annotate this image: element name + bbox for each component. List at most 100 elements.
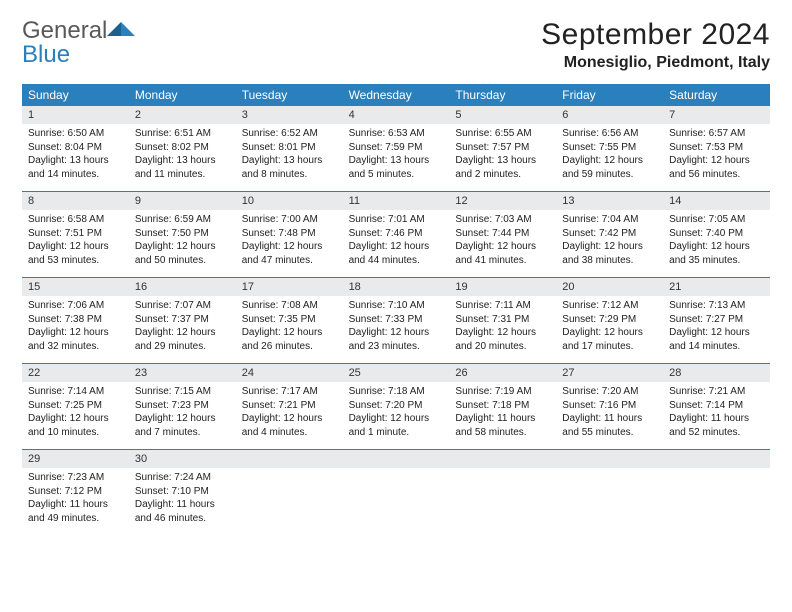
sunset-text: Sunset: 7:16 PM <box>562 399 657 413</box>
daylight-text: Daylight: 12 hours and 59 minutes. <box>562 154 657 181</box>
sunrise-text: Sunrise: 6:57 AM <box>669 127 764 141</box>
day-number: 17 <box>236 278 343 296</box>
daylight-text: Daylight: 12 hours and 44 minutes. <box>349 240 444 267</box>
daylight-text: Daylight: 12 hours and 35 minutes. <box>669 240 764 267</box>
day-body: Sunrise: 7:04 AMSunset: 7:42 PMDaylight:… <box>556 210 663 277</box>
sunrise-text: Sunrise: 7:03 AM <box>455 213 550 227</box>
dow-friday: Friday <box>556 84 663 106</box>
day-number: 22 <box>22 364 129 382</box>
calendar-day: 9Sunrise: 6:59 AMSunset: 7:50 PMDaylight… <box>129 192 236 277</box>
sunrise-text: Sunrise: 7:24 AM <box>135 471 230 485</box>
sunrise-text: Sunrise: 7:07 AM <box>135 299 230 313</box>
daylight-text: Daylight: 13 hours and 11 minutes. <box>135 154 230 181</box>
sunset-text: Sunset: 7:25 PM <box>28 399 123 413</box>
sunset-text: Sunset: 7:10 PM <box>135 485 230 499</box>
sunrise-text: Sunrise: 7:01 AM <box>349 213 444 227</box>
daylight-text: Daylight: 12 hours and 32 minutes. <box>28 326 123 353</box>
calendar: Sunday Monday Tuesday Wednesday Thursday… <box>22 84 770 535</box>
sunset-text: Sunset: 7:23 PM <box>135 399 230 413</box>
day-body: Sunrise: 7:23 AMSunset: 7:12 PMDaylight:… <box>22 468 129 535</box>
daylight-text: Daylight: 11 hours and 49 minutes. <box>28 498 123 525</box>
sunrise-text: Sunrise: 7:17 AM <box>242 385 337 399</box>
day-number: 1 <box>22 106 129 124</box>
daylight-text: Daylight: 13 hours and 8 minutes. <box>242 154 337 181</box>
weeks-container: 1Sunrise: 6:50 AMSunset: 8:04 PMDaylight… <box>22 106 770 535</box>
day-number: 25 <box>343 364 450 382</box>
calendar-day <box>343 450 450 535</box>
day-number: 7 <box>663 106 770 124</box>
calendar-day: 5Sunrise: 6:55 AMSunset: 7:57 PMDaylight… <box>449 106 556 191</box>
calendar-day: 20Sunrise: 7:12 AMSunset: 7:29 PMDayligh… <box>556 278 663 363</box>
sunrise-text: Sunrise: 7:20 AM <box>562 385 657 399</box>
daylight-text: Daylight: 12 hours and 14 minutes. <box>669 326 764 353</box>
sunset-text: Sunset: 7:42 PM <box>562 227 657 241</box>
day-number: 4 <box>343 106 450 124</box>
sunset-text: Sunset: 7:55 PM <box>562 141 657 155</box>
sunrise-text: Sunrise: 7:00 AM <box>242 213 337 227</box>
dow-tuesday: Tuesday <box>236 84 343 106</box>
sunset-text: Sunset: 7:31 PM <box>455 313 550 327</box>
sunrise-text: Sunrise: 7:06 AM <box>28 299 123 313</box>
daylight-text: Daylight: 12 hours and 20 minutes. <box>455 326 550 353</box>
sunrise-text: Sunrise: 7:14 AM <box>28 385 123 399</box>
sunrise-text: Sunrise: 6:52 AM <box>242 127 337 141</box>
day-number: 2 <box>129 106 236 124</box>
day-body: Sunrise: 7:15 AMSunset: 7:23 PMDaylight:… <box>129 382 236 449</box>
day-body: Sunrise: 7:21 AMSunset: 7:14 PMDaylight:… <box>663 382 770 449</box>
sunrise-text: Sunrise: 7:05 AM <box>669 213 764 227</box>
daylight-text: Daylight: 13 hours and 5 minutes. <box>349 154 444 181</box>
daylight-text: Daylight: 13 hours and 2 minutes. <box>455 154 550 181</box>
sunrise-text: Sunrise: 7:11 AM <box>455 299 550 313</box>
calendar-day: 10Sunrise: 7:00 AMSunset: 7:48 PMDayligh… <box>236 192 343 277</box>
day-body: Sunrise: 7:00 AMSunset: 7:48 PMDaylight:… <box>236 210 343 277</box>
daylight-text: Daylight: 12 hours and 17 minutes. <box>562 326 657 353</box>
day-body: Sunrise: 7:07 AMSunset: 7:37 PMDaylight:… <box>129 296 236 363</box>
day-number: 30 <box>129 450 236 468</box>
day-number: 29 <box>22 450 129 468</box>
sunset-text: Sunset: 7:18 PM <box>455 399 550 413</box>
daylight-text: Daylight: 12 hours and 53 minutes. <box>28 240 123 267</box>
sunrise-text: Sunrise: 7:04 AM <box>562 213 657 227</box>
calendar-day: 6Sunrise: 6:56 AMSunset: 7:55 PMDaylight… <box>556 106 663 191</box>
calendar-day: 19Sunrise: 7:11 AMSunset: 7:31 PMDayligh… <box>449 278 556 363</box>
calendar-week: 8Sunrise: 6:58 AMSunset: 7:51 PMDaylight… <box>22 192 770 278</box>
day-number: 27 <box>556 364 663 382</box>
sunset-text: Sunset: 7:21 PM <box>242 399 337 413</box>
day-body <box>236 468 343 528</box>
day-number: 13 <box>556 192 663 210</box>
calendar-day: 11Sunrise: 7:01 AMSunset: 7:46 PMDayligh… <box>343 192 450 277</box>
calendar-day: 22Sunrise: 7:14 AMSunset: 7:25 PMDayligh… <box>22 364 129 449</box>
sunset-text: Sunset: 7:50 PM <box>135 227 230 241</box>
daylight-text: Daylight: 12 hours and 1 minute. <box>349 412 444 439</box>
calendar-day: 16Sunrise: 7:07 AMSunset: 7:37 PMDayligh… <box>129 278 236 363</box>
sunrise-text: Sunrise: 6:59 AM <box>135 213 230 227</box>
calendar-day <box>663 450 770 535</box>
day-number: 6 <box>556 106 663 124</box>
sunrise-text: Sunrise: 7:12 AM <box>562 299 657 313</box>
header: General Blue September 2024 Monesiglio, … <box>22 18 770 72</box>
sunrise-text: Sunrise: 7:21 AM <box>669 385 764 399</box>
day-number: 24 <box>236 364 343 382</box>
daylight-text: Daylight: 12 hours and 56 minutes. <box>669 154 764 181</box>
sunrise-text: Sunrise: 7:23 AM <box>28 471 123 485</box>
sunrise-text: Sunrise: 6:55 AM <box>455 127 550 141</box>
day-body: Sunrise: 7:11 AMSunset: 7:31 PMDaylight:… <box>449 296 556 363</box>
day-body <box>663 468 770 528</box>
calendar-day: 18Sunrise: 7:10 AMSunset: 7:33 PMDayligh… <box>343 278 450 363</box>
daylight-text: Daylight: 11 hours and 52 minutes. <box>669 412 764 439</box>
calendar-week: 15Sunrise: 7:06 AMSunset: 7:38 PMDayligh… <box>22 278 770 364</box>
day-body: Sunrise: 7:18 AMSunset: 7:20 PMDaylight:… <box>343 382 450 449</box>
day-number <box>663 450 770 468</box>
day-body: Sunrise: 7:24 AMSunset: 7:10 PMDaylight:… <box>129 468 236 535</box>
day-number: 12 <box>449 192 556 210</box>
brand-name: General Blue <box>22 18 137 67</box>
day-of-week-header: Sunday Monday Tuesday Wednesday Thursday… <box>22 84 770 106</box>
calendar-day: 27Sunrise: 7:20 AMSunset: 7:16 PMDayligh… <box>556 364 663 449</box>
daylight-text: Daylight: 12 hours and 4 minutes. <box>242 412 337 439</box>
sunset-text: Sunset: 7:27 PM <box>669 313 764 327</box>
day-body: Sunrise: 6:50 AMSunset: 8:04 PMDaylight:… <box>22 124 129 191</box>
dow-monday: Monday <box>129 84 236 106</box>
day-number: 16 <box>129 278 236 296</box>
brand-word-1: General <box>22 17 107 44</box>
sunrise-text: Sunrise: 6:50 AM <box>28 127 123 141</box>
